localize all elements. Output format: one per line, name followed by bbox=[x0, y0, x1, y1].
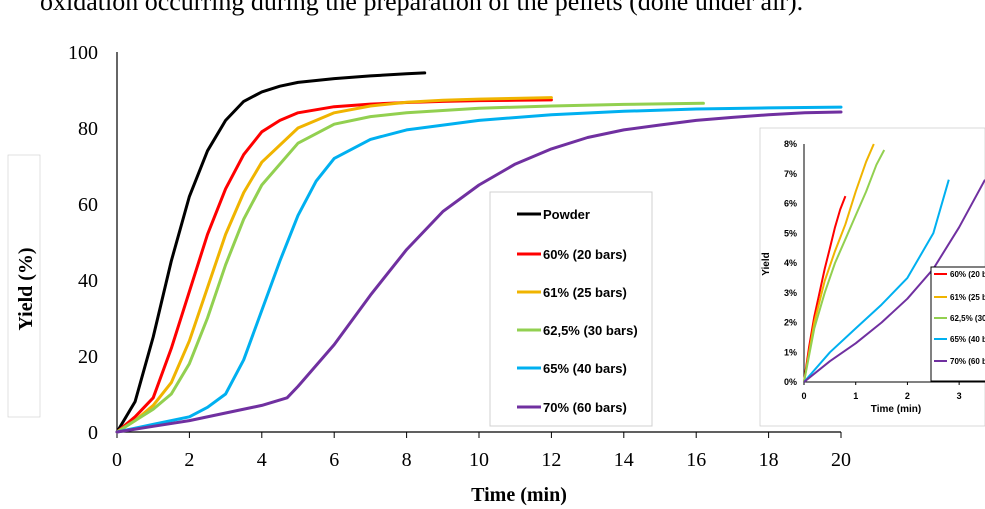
y-tick-label: 80 bbox=[78, 118, 98, 140]
legend-label-70-60-bars: 70% (60 bars) bbox=[543, 400, 627, 415]
x-axis-label: Time (min) bbox=[471, 484, 567, 506]
inset-legend-label-61-25-bars: 61% (25 bars) bbox=[950, 293, 985, 302]
inset-legend: 60% (20 bars) 61% (25 bars) 62,5% (30 bars… bbox=[930, 266, 985, 382]
inset-y-axis-label: Yield bbox=[761, 252, 772, 276]
legend-label-powder: Powder bbox=[543, 207, 590, 222]
inset-x-tick-label: 1 bbox=[853, 391, 858, 401]
legend-label-62-5-30-bars: 62,5% (30 bars) bbox=[543, 323, 638, 338]
legend-box bbox=[489, 191, 653, 427]
y-tick-label: 60 bbox=[78, 194, 98, 216]
x-tick-label: 10 bbox=[469, 449, 489, 471]
inset-x-tick-label: 2 bbox=[905, 391, 910, 401]
legend-label-60-20-bars: 60% (20 bars) bbox=[543, 247, 627, 262]
inset-y-tick-label: 7% bbox=[784, 169, 797, 179]
x-tick-label: 0 bbox=[112, 449, 122, 471]
series-line-60-20-bars bbox=[115, 98, 553, 434]
inset-x-axis-label: Time (min) bbox=[871, 404, 921, 415]
inset-series-line-65-40-bars bbox=[803, 179, 950, 383]
x-tick-label: 6 bbox=[329, 449, 339, 471]
inset-x-tick-label: 3 bbox=[957, 391, 962, 401]
inset-legend-label-62-5-30-bars: 62,5% (30 bars) bbox=[950, 314, 985, 323]
inset-y-tick-label: 8% bbox=[784, 139, 797, 149]
page-top-text: oxidation occurring during the preparati… bbox=[40, 0, 804, 16]
x-tick-label: 12 bbox=[541, 449, 561, 471]
series-line-61-25-bars bbox=[115, 96, 553, 434]
y-tick-label: 0 bbox=[88, 422, 98, 444]
inset-y-tick-label: 5% bbox=[784, 228, 797, 238]
inset-y-tick-label: 3% bbox=[784, 288, 797, 298]
y-tick-label: 20 bbox=[78, 346, 98, 368]
inset-series-line-61-25-bars bbox=[803, 143, 875, 383]
inset-y-tick-label: 2% bbox=[784, 318, 797, 328]
main-chart: 0 2 4 6 8 10 12 14 16 18 20 0 20 40 60 80 100 Time (min) Y… bbox=[7, 42, 851, 506]
x-tick-label: 18 bbox=[759, 449, 779, 471]
x-tick-label: 8 bbox=[402, 449, 412, 471]
series-line-70-60-bars bbox=[115, 110, 843, 434]
series-line-62-5-30-bars bbox=[115, 101, 705, 434]
inset-y-tick-label: 1% bbox=[784, 347, 797, 357]
inset-series-line-62-5-30-bars bbox=[803, 149, 886, 383]
y-tick-label: 100 bbox=[68, 42, 98, 64]
legend: Powder 60% (20 bars) 61% (25 bars) 62,5% (3… bbox=[489, 191, 653, 427]
inset-x-tick-label: 0 bbox=[801, 391, 806, 401]
legend-label-65-40-bars: 65% (40 bars) bbox=[543, 361, 627, 376]
inset-y-tick-label: 4% bbox=[784, 258, 797, 268]
x-tick-label: 14 bbox=[614, 449, 634, 471]
inset-legend-label-70-60-bars: 70% (60 bars) bbox=[950, 357, 985, 366]
legend-label-61-25-bars: 61% (25 bars) bbox=[543, 285, 627, 300]
y-axis-label-box bbox=[7, 154, 41, 418]
y-axis-label: Yield (%) bbox=[15, 247, 37, 330]
inset-legend-label-60-20-bars: 60% (20 bars) bbox=[950, 270, 985, 279]
x-tick-label: 20 bbox=[831, 449, 851, 471]
inset-legend-label-65-40-bars: 65% (40 bars) bbox=[950, 335, 985, 344]
inset-chart: 0% 1% 2% 3% 4% 5% 6% 7% 8% 0 1 2 3 Time (min) Yield 60%… bbox=[759, 127, 985, 427]
x-tick-label: 4 bbox=[257, 449, 267, 471]
x-tick-label: 16 bbox=[686, 449, 706, 471]
inset-series-line-70-60-bars bbox=[803, 179, 985, 383]
inset-y-tick-label: 0% bbox=[784, 377, 797, 387]
inset-y-tick-label: 6% bbox=[784, 199, 797, 209]
series-line-powder bbox=[115, 71, 427, 434]
y-tick-label: 40 bbox=[78, 270, 98, 292]
x-tick-label: 2 bbox=[184, 449, 194, 471]
series-line-65-40-bars bbox=[115, 105, 843, 434]
